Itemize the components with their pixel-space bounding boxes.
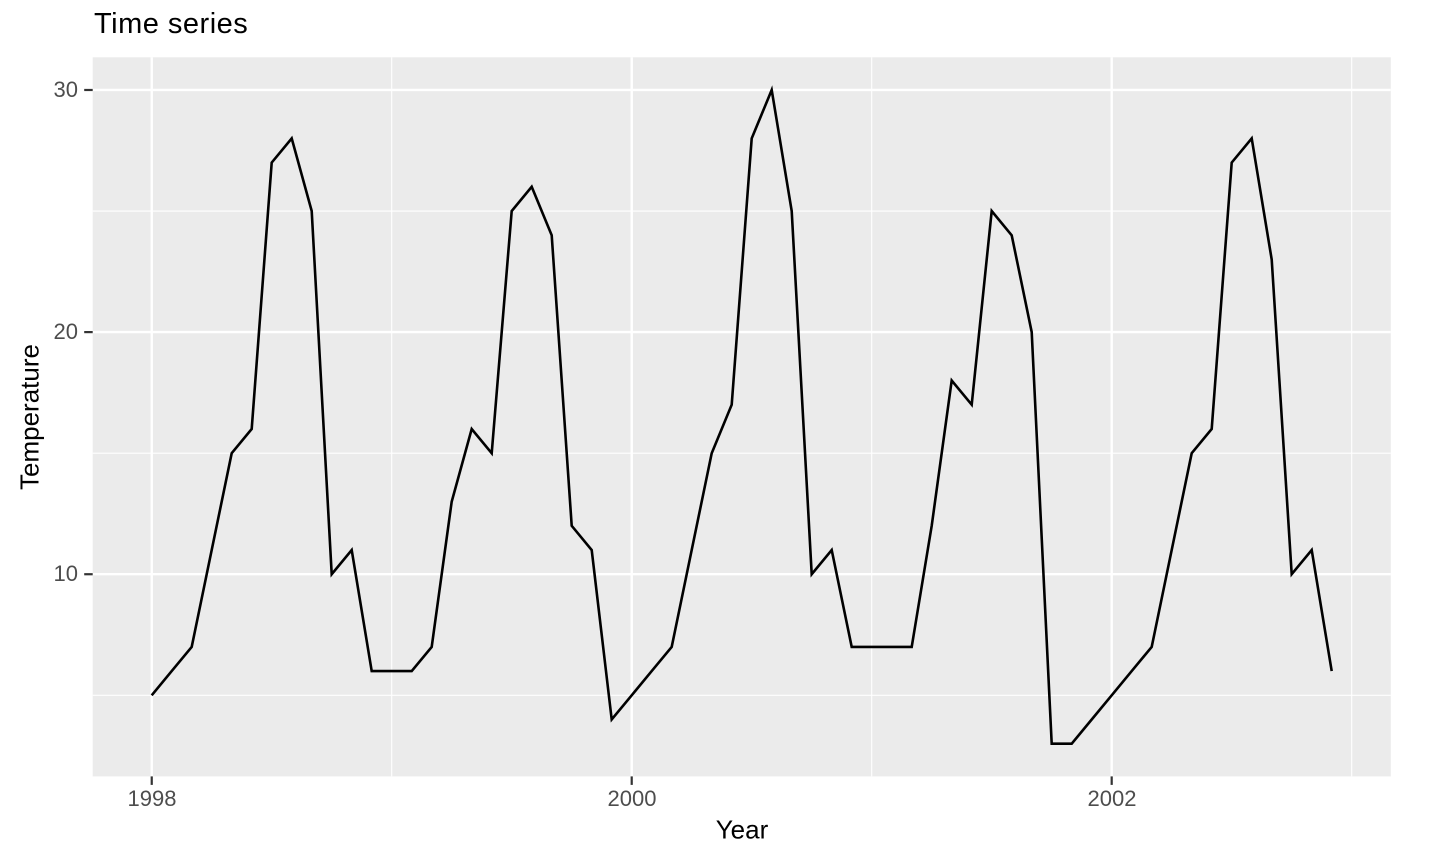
y-tick-label-20: 20 [53,319,78,344]
x-tick-label-1998: 1998 [127,786,177,811]
panel-background [92,57,1391,777]
x-tick-label-2002: 2002 [1087,786,1137,811]
x-axis-title: Year [715,814,769,845]
y-tick-label-30: 30 [53,77,78,102]
temperature-series-line [150,85,1333,746]
y-axis-title: Temperature [14,344,45,490]
chart-title: Time series [94,8,249,40]
y-tick-label-10: 10 [53,561,78,586]
x-tick-label-2000: 2000 [607,786,657,811]
